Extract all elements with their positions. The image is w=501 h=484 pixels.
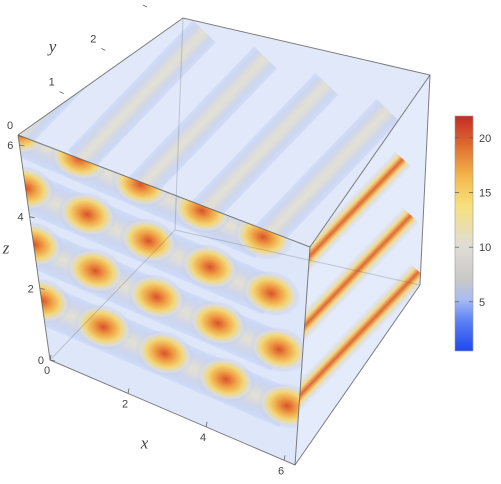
x-tick-label-0: 0 (44, 365, 50, 377)
right-stripe-0 (295, 263, 428, 418)
z-tick-label-0: 0 (38, 355, 44, 367)
z-tick-mark-1 (39, 287, 45, 290)
colorbar: 5 10 15 20 (454, 115, 491, 352)
z-tick-label-3: 6 (7, 140, 13, 152)
axes: 0 2 4 6 0 1 2 3 0 2 4 6 x y z (2, 0, 286, 477)
y-tick-label-1: 1 (49, 77, 55, 89)
x-tick-label-1: 2 (122, 398, 128, 410)
z-axis-label: z (2, 239, 10, 258)
colorbar-tick-label-3: 20 (479, 133, 491, 145)
y-tick-mark-3 (142, 4, 148, 8)
hot-spot-r1-c3 (188, 300, 248, 347)
y-tick-label-3: 3 (132, 0, 138, 2)
hot-spot-r1-c1 (65, 247, 125, 294)
z-tick-mark-3 (19, 144, 25, 147)
hot-spot-r2-c3 (180, 244, 240, 290)
colorbar-tick-label-2: 15 (479, 188, 491, 200)
hot-spot-r2-c2 (119, 217, 178, 264)
hot-spot-r1-c4 (249, 326, 309, 373)
top-tube-4 (251, 98, 400, 247)
colorbar-tick-label-0: 5 (479, 297, 485, 309)
x-tick-label-3: 6 (278, 465, 284, 477)
x-tick-mark-3 (283, 455, 286, 461)
hot-spot-r0-c1 (73, 304, 133, 350)
top-tube-2 (128, 46, 278, 199)
top-tube-3 (190, 72, 339, 225)
y-tick-mark-2 (101, 47, 106, 51)
hot-spot-r0-c2 (135, 330, 194, 377)
hot-spot-r0-c3 (196, 356, 256, 403)
x-tick-mark-0 (49, 354, 52, 361)
x-tick-label-2: 4 (200, 432, 206, 444)
z-tick-mark-0 (49, 359, 56, 362)
x-tick-mark-2 (205, 421, 208, 427)
z-tick-label-2: 4 (17, 212, 23, 224)
colorbar-gradient (454, 115, 474, 352)
hot-spot-r2-c1 (57, 191, 117, 238)
y-tick-mark-0 (17, 134, 23, 138)
right-stripe-1 (295, 206, 420, 361)
hot-spot-r3-c0 (18, 135, 48, 155)
y-axis-label: y (47, 37, 57, 56)
y-tick-label-2: 2 (90, 33, 96, 45)
z-tick-label-1: 2 (28, 283, 34, 295)
hot-spot-r2-c4 (241, 270, 301, 317)
x-axis-label: x (140, 434, 149, 453)
top-tube-1 (67, 20, 216, 173)
y-tick-mark-1 (59, 91, 64, 95)
x-tick-mark-1 (127, 388, 130, 394)
z-tick-mark-2 (29, 216, 35, 219)
y-tick-label-0: 0 (7, 120, 13, 132)
hot-spot-r1-c2 (127, 274, 186, 320)
colorbar-tick-label-1: 10 (479, 242, 491, 254)
